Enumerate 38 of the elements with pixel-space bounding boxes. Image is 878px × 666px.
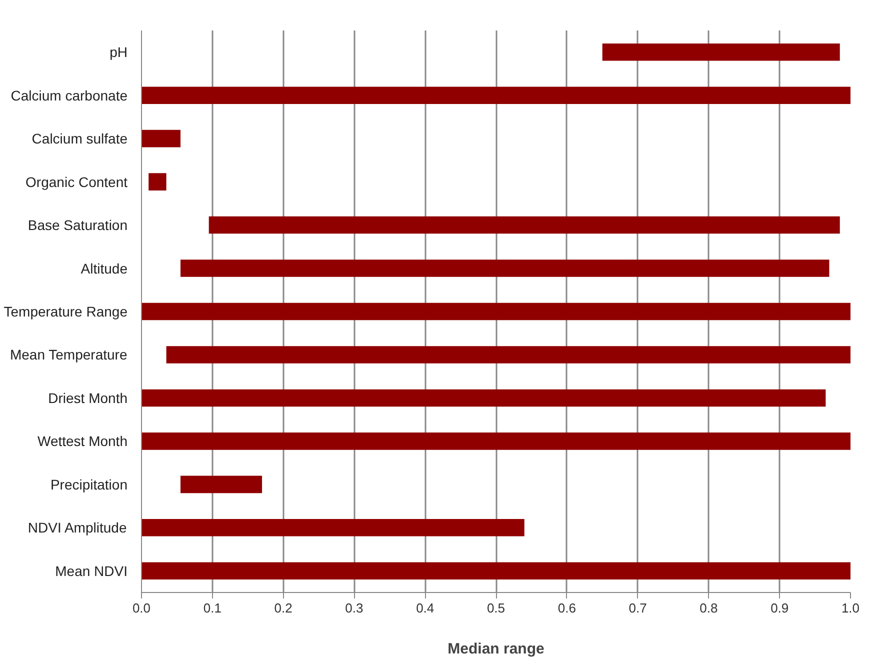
x-tick-label: 0.3 bbox=[345, 600, 364, 616]
y-tick-label: Precipitation bbox=[50, 476, 128, 492]
bar bbox=[142, 86, 850, 104]
y-tick-label: Calcium carbonate bbox=[10, 87, 128, 104]
x-tick-label: 0.7 bbox=[628, 600, 647, 616]
bar bbox=[142, 562, 850, 580]
y-tick-label: Wettest Month bbox=[38, 433, 128, 450]
y-tick-label: Calcium sulfate bbox=[32, 130, 128, 147]
bar bbox=[142, 389, 826, 407]
bar bbox=[142, 302, 850, 320]
x-axis-title: Median range bbox=[448, 640, 544, 658]
bar bbox=[180, 260, 830, 277]
x-tick-label: 0.9 bbox=[770, 600, 789, 616]
y-tick-label: Base Saturation bbox=[28, 217, 128, 234]
y-tick-label: Mean NDVI bbox=[55, 562, 128, 579]
bar bbox=[166, 346, 850, 364]
y-tick-label: Temperature Range bbox=[4, 304, 128, 320]
x-tick-label: 0.1 bbox=[203, 600, 222, 616]
bar bbox=[208, 216, 840, 234]
bar bbox=[602, 43, 840, 61]
x-tick-label: 1.0 bbox=[841, 600, 860, 616]
y-tick-label: Mean Temperature bbox=[10, 346, 128, 363]
x-tick-label: 0.2 bbox=[274, 600, 292, 616]
x-tick-label: 0.6 bbox=[558, 600, 576, 616]
y-tick-label: Driest Month bbox=[48, 390, 128, 406]
bar bbox=[142, 519, 524, 536]
y-tick-label: NDVI Amplitude bbox=[28, 520, 127, 536]
y-tick-label: Organic Content bbox=[26, 174, 128, 190]
x-tick-label: 0.0 bbox=[132, 600, 151, 616]
bar bbox=[148, 173, 166, 190]
x-tick-label: 0.4 bbox=[416, 600, 434, 616]
y-tick-label: pH bbox=[110, 44, 128, 60]
x-tick-label: 0.5 bbox=[486, 600, 506, 616]
y-tick-label: Altitude bbox=[80, 260, 128, 276]
bar bbox=[142, 130, 180, 148]
bar bbox=[180, 476, 262, 494]
x-tick-label: 0.8 bbox=[700, 600, 718, 616]
bar bbox=[142, 432, 850, 450]
